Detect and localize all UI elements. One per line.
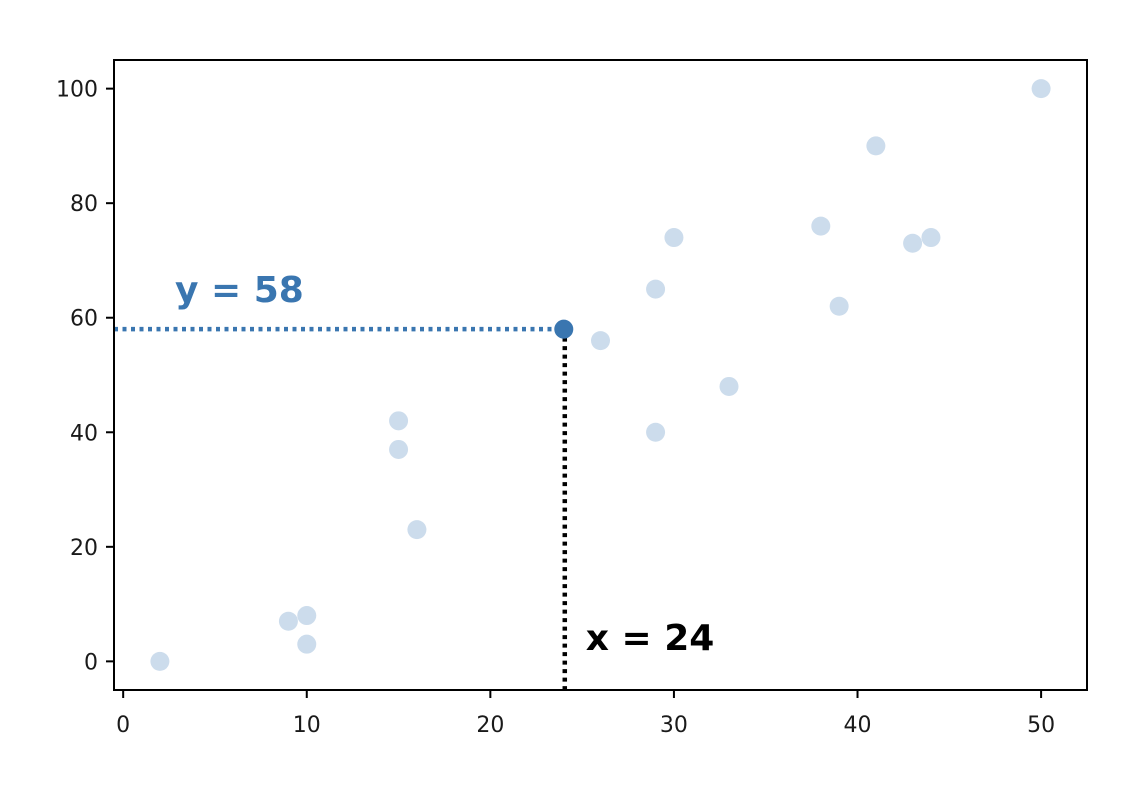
data-point-10 — [664, 228, 684, 248]
data-point-5 — [389, 439, 409, 459]
y-tick-label: 100 — [56, 78, 98, 103]
highlight-point — [554, 319, 574, 339]
y-tick-label: 0 — [84, 650, 98, 675]
data-point-14 — [866, 136, 886, 156]
y-tick-label: 40 — [70, 421, 98, 446]
plot-frame — [113, 59, 1088, 691]
y-tick-label: 60 — [70, 307, 98, 332]
data-point-11 — [719, 376, 739, 396]
x-tick-label: 0 — [116, 713, 130, 738]
chart-marks — [114, 79, 1051, 690]
x-tick-label: 10 — [293, 713, 321, 738]
data-point-0 — [150, 651, 170, 671]
x-tick-label: 20 — [476, 713, 504, 738]
data-point-7 — [591, 331, 610, 351]
data-point-13 — [829, 296, 849, 316]
y-tick-label: 80 — [70, 192, 98, 217]
data-point-3 — [297, 634, 317, 654]
data-point-8 — [646, 279, 666, 299]
y-value-annotation: y = 58 — [175, 270, 304, 311]
data-point-2 — [297, 606, 317, 626]
x-tick-label: 40 — [844, 713, 872, 738]
data-point-16 — [921, 228, 941, 248]
data-point-6 — [407, 520, 427, 540]
data-point-9 — [646, 422, 666, 442]
data-point-1 — [278, 611, 298, 631]
data-point-17 — [1031, 79, 1051, 99]
x-value-annotation: x = 24 — [586, 618, 715, 659]
data-point-12 — [811, 216, 831, 236]
data-point-15 — [903, 233, 923, 253]
axes: 0 10 20 30 40 50 0 20 40 60 80 100 — [56, 78, 1055, 738]
x-tick-label: 50 — [1027, 713, 1055, 738]
x-tick-label: 30 — [660, 713, 688, 738]
data-point-4 — [389, 411, 409, 431]
y-tick-label: 20 — [70, 536, 98, 561]
